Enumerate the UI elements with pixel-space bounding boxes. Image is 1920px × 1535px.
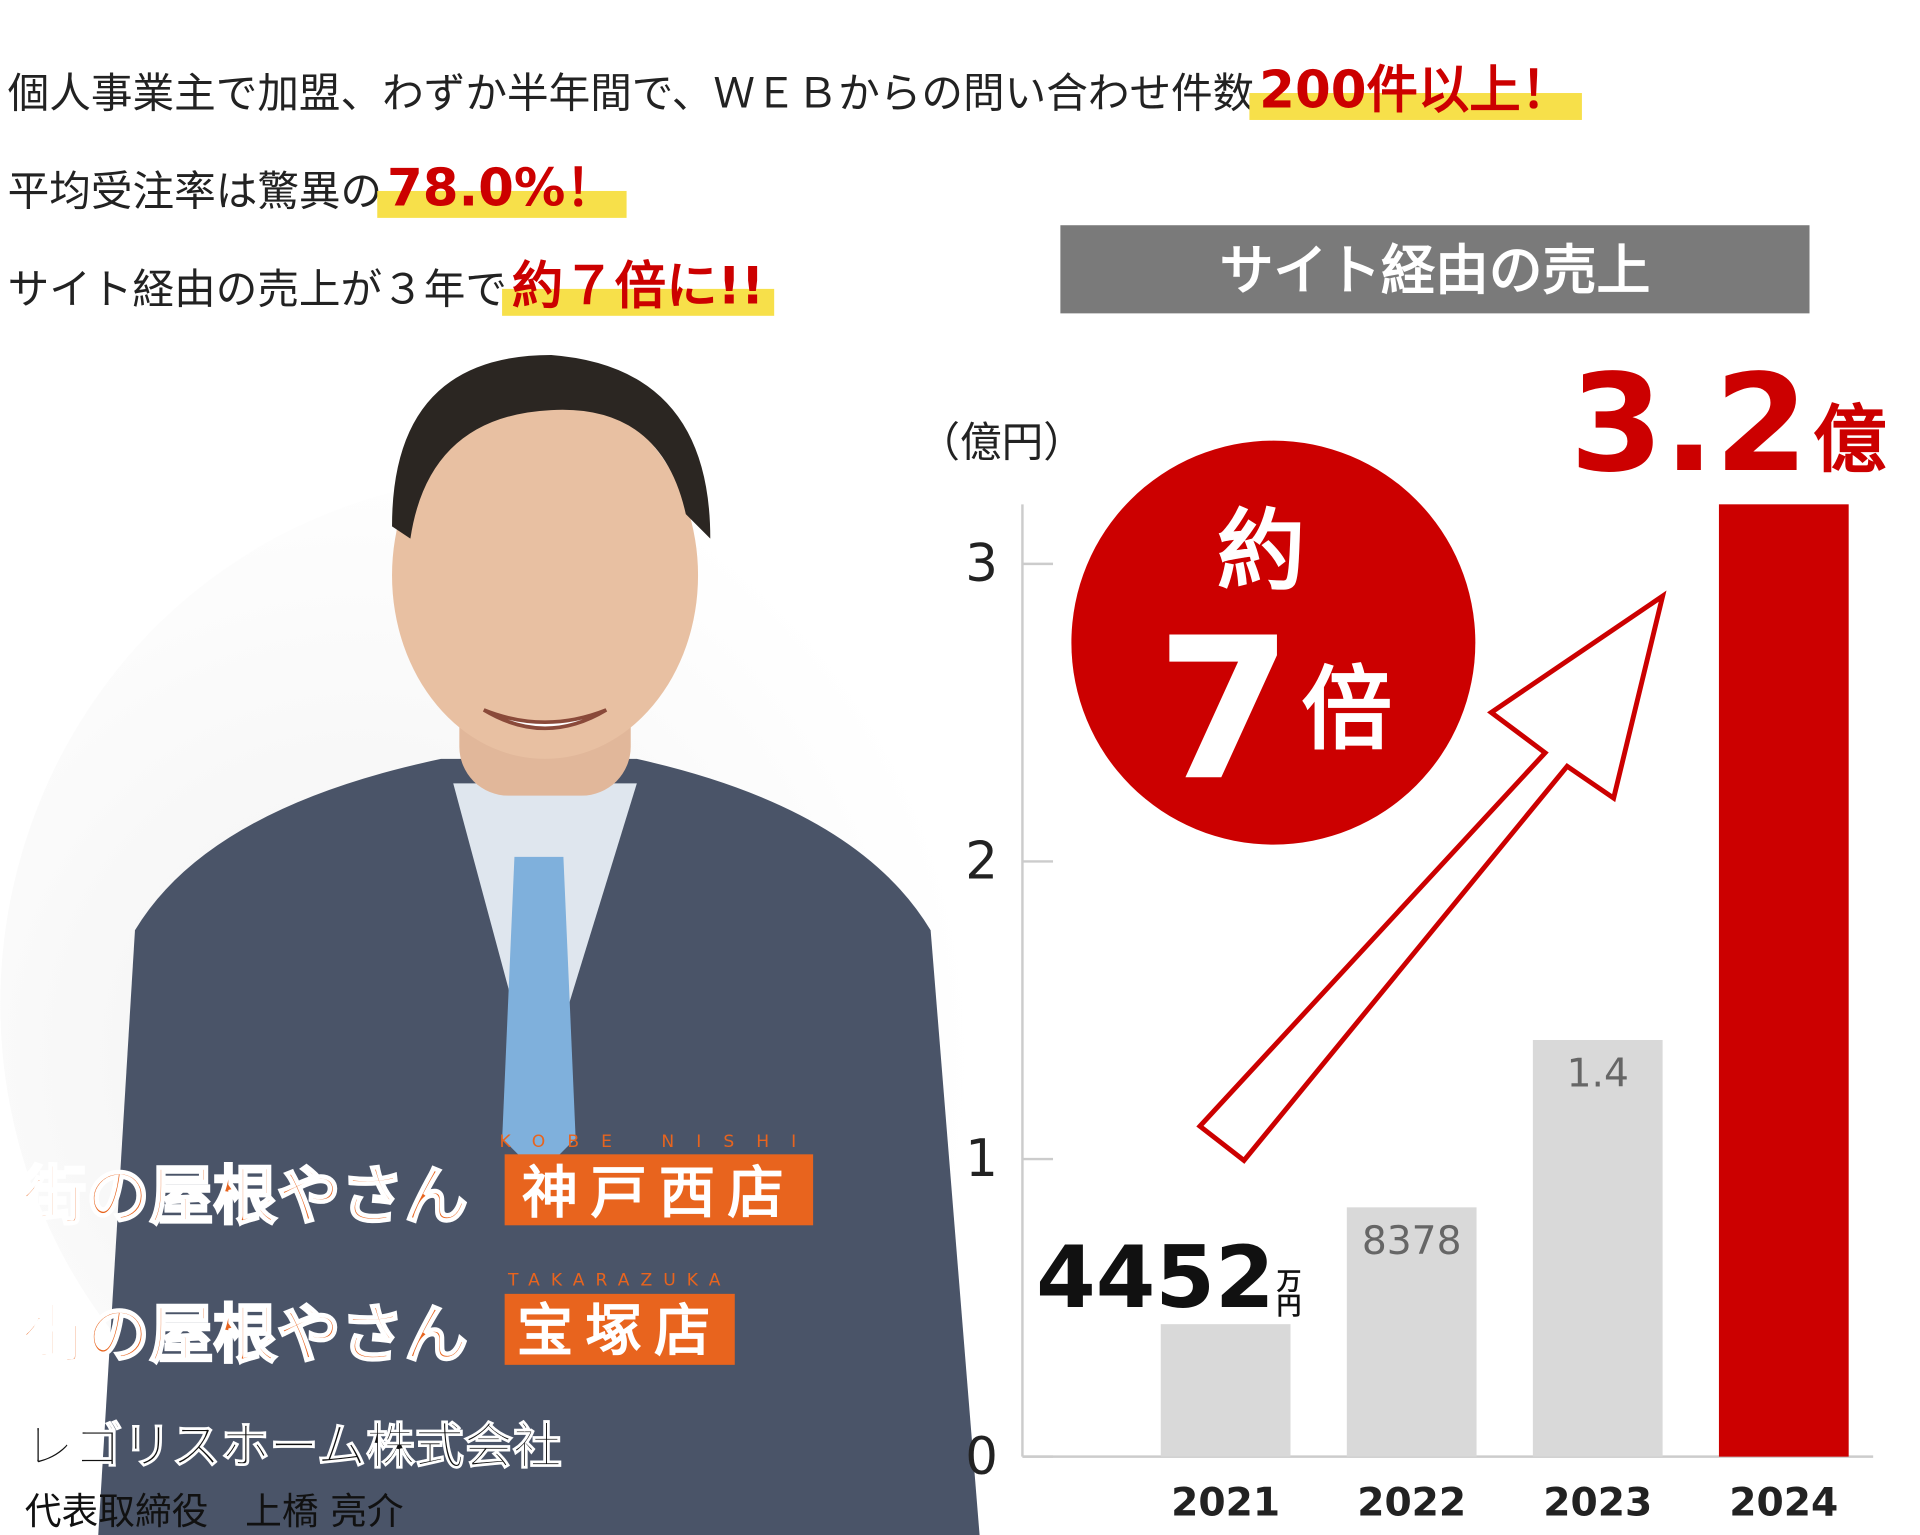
headline-text: 平均受注率は驚異の <box>8 167 382 216</box>
highlight-marker <box>502 288 775 316</box>
growth-arrow <box>1196 590 1667 1164</box>
highlight-marker <box>377 190 627 218</box>
badge-unit: 倍 <box>1302 658 1393 763</box>
y-tick-label: 2 <box>965 832 998 892</box>
portrait <box>0 354 1029 1535</box>
x-tick-label: 2021 <box>1171 1480 1280 1525</box>
value-label: 4452 <box>1036 1228 1274 1328</box>
bar <box>1718 504 1849 1457</box>
bar <box>1532 1040 1663 1457</box>
value-label: 3.2 <box>1570 345 1808 502</box>
headline: 個人事業主で加盟、わずか半年間で、ＷＥＢからの問い合わせ件数 200件以上！ 平均受… <box>8 61 1582 317</box>
title-banner <box>1060 225 1810 314</box>
value-label: 8378 <box>1362 1219 1462 1264</box>
headline-text: 個人事業主で加盟、わずか半年間で、ＷＥＢからの問い合わせ件数 <box>8 69 1255 118</box>
y-tick-label: 3 <box>965 534 998 594</box>
value-label: 1.4 <box>1567 1052 1629 1097</box>
branch: 神戸西店 <box>522 1161 796 1226</box>
branch-box <box>504 1154 814 1226</box>
x-tick-label: 2023 <box>1543 1480 1652 1525</box>
y-tick-label: 0 <box>965 1427 998 1487</box>
company: レゴリスホーム株式会社 <box>25 1418 562 1475</box>
headline-highlight: 78.0%！ <box>387 159 617 219</box>
y-tick-label: 1 <box>965 1129 998 1189</box>
value-unit: 万円 <box>1273 1268 1302 1317</box>
y-axis-label: （億円） <box>918 418 1084 467</box>
value-unit: 億 <box>1813 398 1886 483</box>
branch-box <box>504 1293 735 1365</box>
person: 代表取締役 上橋 亮介 <box>25 1490 404 1533</box>
bar <box>1346 1207 1477 1457</box>
badge-number: 7 <box>1156 596 1292 824</box>
headline-text: サイト経由の売上が３年で <box>8 265 507 314</box>
brand: 街の屋根やさん <box>21 1160 467 1234</box>
branch: 宝塚店 <box>517 1299 723 1364</box>
highlight-marker <box>1249 93 1582 120</box>
badge-top: 約 <box>1217 499 1305 602</box>
branch-romaji: KOBE NISHI <box>499 1132 818 1152</box>
x-tick-label: 2022 <box>1357 1480 1466 1525</box>
headline-highlight: 200件以上！ <box>1259 61 1572 121</box>
logos: 街の屋根やさん 神戸西店 KOBE NISHI 街の屋根やさん 宝塚店 TAKA… <box>20 1132 818 1374</box>
chart-title: サイト経由の売上 <box>1220 239 1651 302</box>
brand: 街の屋根やさん <box>21 1298 467 1372</box>
bar <box>1160 1324 1291 1457</box>
branch-romaji: TAKARAZUKA <box>507 1270 732 1290</box>
headline-highlight: 約７倍に!! <box>512 257 765 317</box>
badge <box>1071 440 1476 845</box>
x-tick-label: 2024 <box>1729 1480 1838 1525</box>
